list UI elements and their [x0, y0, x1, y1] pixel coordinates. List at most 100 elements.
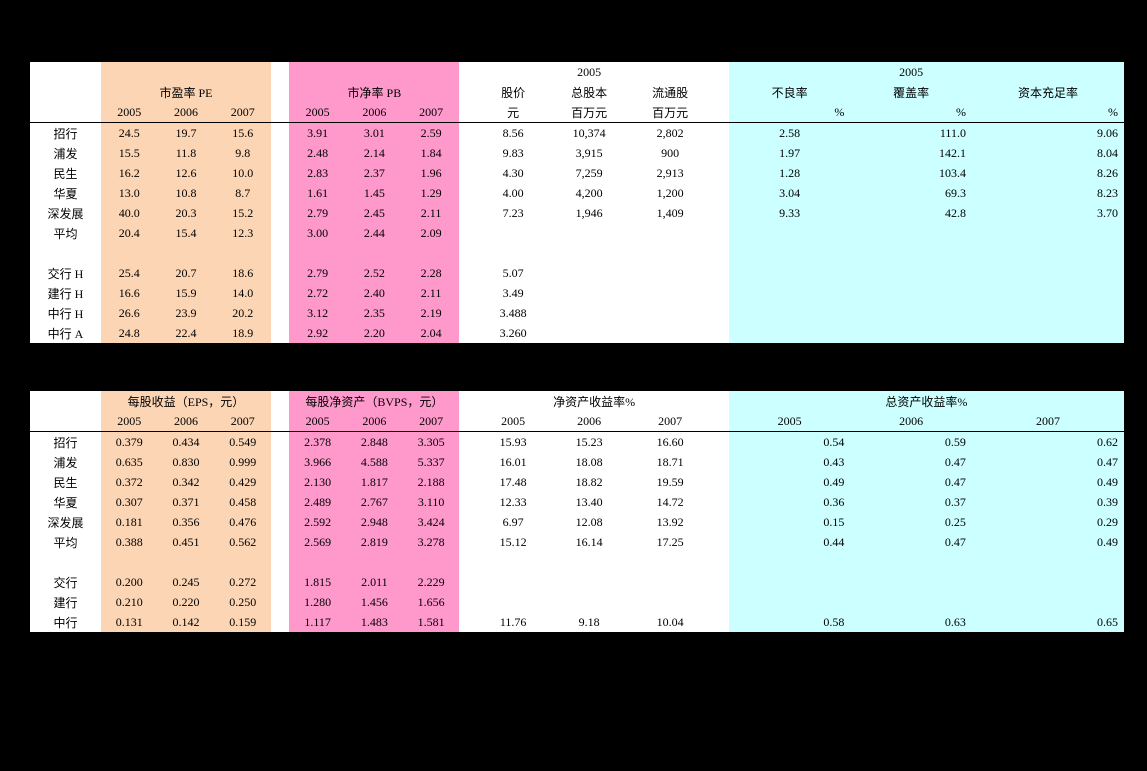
row-label: 交行 — [30, 572, 101, 592]
cell — [478, 552, 549, 572]
cell: 8.23 — [972, 183, 1124, 203]
cell: 1.817 — [346, 472, 403, 492]
cell: 17.48 — [478, 472, 549, 492]
cell: 2.19 — [403, 303, 460, 323]
cell: 1.656 — [403, 592, 460, 612]
cell: 2.72 — [289, 283, 346, 303]
cell: 3.424 — [403, 512, 460, 532]
cell: 8.04 — [972, 143, 1124, 163]
cell: 0.200 — [101, 572, 158, 592]
cell: 0.49 — [729, 472, 851, 492]
cell — [214, 243, 271, 263]
cell: 2.188 — [403, 472, 460, 492]
cell: 16.2 — [101, 163, 158, 183]
cell — [549, 592, 630, 612]
cell — [459, 223, 477, 243]
table-1: 2005 2005 市盈率 PE 市净率 PB 股价 总股本 流通股 不良率 覆… — [30, 61, 1124, 344]
cell: 111.0 — [850, 123, 972, 144]
header-year: 2005 — [549, 62, 630, 83]
cell: 12.6 — [158, 163, 215, 183]
cell: 0.635 — [101, 452, 158, 472]
row-label: 浦发 — [30, 452, 101, 472]
cell: 1.280 — [289, 592, 346, 612]
cell: 0.371 — [158, 492, 215, 512]
table-row: 浦发0.6350.8300.9993.9664.5885.33716.0118.… — [30, 452, 1124, 472]
cell: 0.44 — [729, 532, 851, 552]
row-label: 民生 — [30, 472, 101, 492]
header-roa: 总资产收益率% — [729, 391, 1124, 412]
cell — [972, 572, 1124, 592]
cell: 8.56 — [478, 123, 549, 144]
row-label: 浦发 — [30, 143, 101, 163]
cell: 2.52 — [346, 263, 403, 283]
table-row: 中行 A24.822.418.92.922.202.043.260 — [30, 323, 1124, 344]
unit: % — [972, 102, 1124, 123]
cell: 1.581 — [403, 612, 460, 633]
cell: 11.76 — [478, 612, 549, 633]
cell: 42.8 — [850, 203, 972, 223]
cell — [630, 323, 711, 344]
cell — [549, 303, 630, 323]
cell: 2.767 — [346, 492, 403, 512]
cell: 2.92 — [289, 323, 346, 344]
cell: 2.83 — [289, 163, 346, 183]
cell: 23.9 — [158, 303, 215, 323]
cell — [850, 243, 972, 263]
cell: 8.7 — [214, 183, 271, 203]
cell — [711, 183, 729, 203]
cell: 0.65 — [972, 612, 1124, 633]
cell: 8.26 — [972, 163, 1124, 183]
cell — [850, 223, 972, 243]
cell: 4.30 — [478, 163, 549, 183]
cell — [271, 492, 289, 512]
cell — [729, 552, 851, 572]
header-car: 资本充足率 — [972, 82, 1124, 102]
cell — [630, 283, 711, 303]
cell: 9.83 — [478, 143, 549, 163]
cell: 4.588 — [346, 452, 403, 472]
cell: 0.131 — [101, 612, 158, 633]
cell: 12.33 — [478, 492, 549, 512]
cell — [711, 452, 729, 472]
cell — [711, 572, 729, 592]
row-label: 中行 H — [30, 303, 101, 323]
cell: 18.9 — [214, 323, 271, 344]
cell: 20.4 — [101, 223, 158, 243]
row-label: 中行 A — [30, 323, 101, 344]
cell — [459, 532, 477, 552]
cell: 2.28 — [403, 263, 460, 283]
cell — [549, 283, 630, 303]
cell — [459, 552, 477, 572]
cell: 0.58 — [729, 612, 851, 633]
cell: 1.28 — [729, 163, 851, 183]
cell: 0.356 — [158, 512, 215, 532]
row-label: 华夏 — [30, 492, 101, 512]
cell — [711, 243, 729, 263]
cell: 2.14 — [346, 143, 403, 163]
row-label — [30, 243, 101, 263]
cell: 7,259 — [549, 163, 630, 183]
cell: 3.278 — [403, 532, 460, 552]
cell — [271, 303, 289, 323]
cell: 0.388 — [101, 532, 158, 552]
cell: 0.429 — [214, 472, 271, 492]
cell: 3.260 — [478, 323, 549, 344]
table-row: 深发展40.020.315.22.792.452.117.231,9461,40… — [30, 203, 1124, 223]
year: 2006 — [549, 411, 630, 432]
cell — [711, 492, 729, 512]
cell — [630, 552, 711, 572]
cell: 2.37 — [346, 163, 403, 183]
row-label: 中行 — [30, 612, 101, 633]
table-row: 2005 2005 — [30, 62, 1124, 83]
cell — [478, 572, 549, 592]
cell: 2.592 — [289, 512, 346, 532]
header-pe: 市盈率 PE — [101, 82, 271, 102]
cell — [271, 203, 289, 223]
cell — [549, 572, 630, 592]
year: 2005 — [289, 102, 346, 123]
header-shares: 总股本 — [549, 82, 630, 102]
cell: 2.59 — [403, 123, 460, 144]
cell: 0.63 — [850, 612, 972, 633]
cell: 40.0 — [101, 203, 158, 223]
cell: 2.819 — [346, 532, 403, 552]
